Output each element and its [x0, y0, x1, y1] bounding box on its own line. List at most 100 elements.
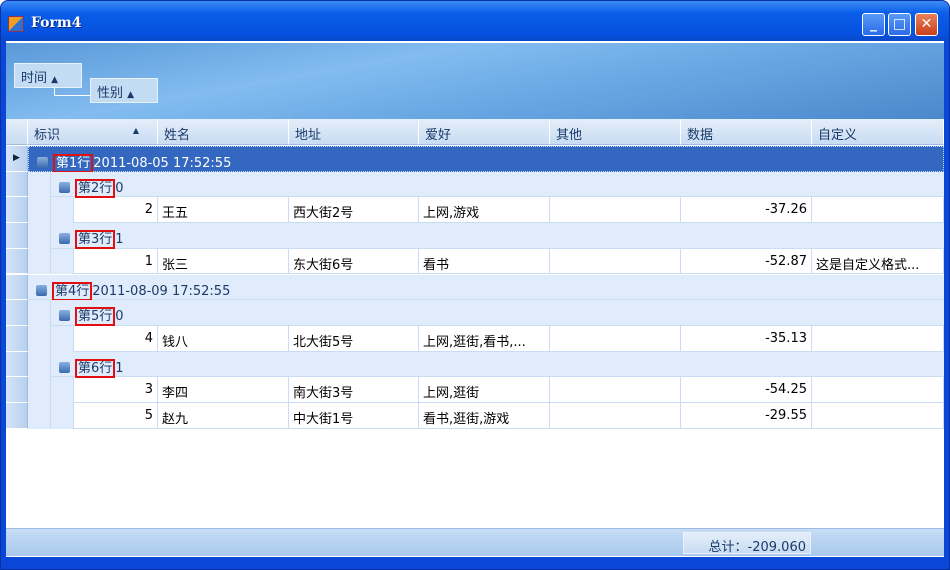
group-row[interactable]: 第2行 0	[6, 171, 944, 198]
group-row[interactable]: ▶ 第1行 2011-08-05 17:52:55	[6, 146, 944, 173]
row-indicator[interactable]	[6, 197, 28, 224]
table-cell[interactable]: 5	[74, 403, 158, 429]
group-tag: 第5行	[75, 307, 116, 327]
title-bar[interactable]: Form4 _ □ ✕	[1, 1, 949, 41]
table-cell[interactable]: -35.13	[681, 325, 812, 352]
group-row[interactable]: 第6行 1	[6, 351, 944, 378]
table-cell[interactable]: 4	[74, 325, 158, 352]
group-row-content[interactable]: 第3行 1	[51, 223, 944, 250]
row-indicator[interactable]	[6, 377, 28, 403]
table-row[interactable]: 4 钱八 北大街5号 上网,逛街,看书,... -35.13	[6, 325, 944, 352]
app-icon	[8, 16, 24, 32]
table-cell[interactable]: -37.26	[681, 197, 812, 224]
collapse-icon[interactable]	[59, 233, 70, 245]
table-cell[interactable]: 这是自定义格式...	[812, 248, 944, 275]
table-cell[interactable]: 上网,逛街,看书,...	[419, 325, 550, 352]
table-cell[interactable]	[812, 197, 944, 224]
table-cell[interactable]: 东大街6号	[289, 248, 419, 275]
table-cell[interactable]: 1	[74, 248, 158, 275]
indent	[28, 223, 51, 249]
group-value: 2011-08-05 17:52:55	[93, 156, 232, 171]
indent	[51, 377, 74, 403]
row-indicator[interactable]	[6, 223, 28, 249]
table-cell[interactable]: 南大街3号	[289, 377, 419, 403]
collapse-icon[interactable]	[37, 157, 48, 168]
close-button[interactable]: ✕	[915, 13, 938, 36]
collapse-icon[interactable]	[59, 361, 70, 373]
table-row[interactable]: 1 张三 东大街6号 看书 -52.87 这是自定义格式...	[6, 248, 944, 275]
maximize-button[interactable]: □	[888, 13, 911, 36]
table-cell[interactable]: 钱八	[158, 325, 289, 352]
table-cell[interactable]	[812, 325, 944, 352]
collapse-icon[interactable]	[59, 310, 70, 322]
group-value: 1	[115, 360, 124, 376]
table-cell[interactable]	[550, 197, 681, 224]
row-indicator[interactable]	[6, 403, 28, 429]
group-row[interactable]: 第4行 2011-08-09 17:52:55	[6, 274, 944, 301]
minimize-button[interactable]: _	[862, 13, 885, 36]
collapse-icon[interactable]	[59, 181, 70, 193]
row-indicator[interactable]	[6, 325, 28, 352]
table-row[interactable]: 5 赵九 中大街1号 看书,逛街,游戏 -29.55	[6, 403, 944, 429]
row-indicator[interactable]	[6, 351, 28, 378]
group-row-content[interactable]: 第2行 0	[51, 171, 944, 198]
table-cell[interactable]	[812, 403, 944, 429]
chip-label: 时间	[21, 71, 48, 86]
group-chip-time[interactable]: 时间 ▲	[14, 63, 82, 88]
column-header-label: 数据	[687, 128, 714, 143]
table-cell[interactable]: 王五	[158, 197, 289, 224]
table-row[interactable]: 3 李四 南大街3号 上网,逛街 -54.25	[6, 377, 944, 403]
table-cell[interactable]: 西大街2号	[289, 197, 419, 224]
collapse-icon[interactable]	[36, 284, 47, 296]
table-cell[interactable]: 北大街5号	[289, 325, 419, 352]
column-header[interactable]: 姓名	[158, 119, 289, 145]
table-cell[interactable]: 看书,逛街,游戏	[419, 403, 550, 429]
table-cell[interactable]	[550, 377, 681, 403]
group-by-panel: 时间 ▲ 性别 ▲	[6, 43, 944, 119]
table-cell[interactable]: 看书	[419, 248, 550, 275]
column-header-label: 爱好	[425, 128, 452, 143]
table-cell[interactable]: -29.55	[681, 403, 812, 429]
indent	[51, 325, 74, 352]
row-indicator[interactable]	[6, 171, 28, 198]
group-chip-gender[interactable]: 性别 ▲	[90, 78, 158, 103]
table-cell[interactable]	[550, 248, 681, 275]
table-cell[interactable]: 李四	[158, 377, 289, 403]
group-row-content[interactable]: 第1行 2011-08-05 17:52:55	[28, 146, 944, 173]
row-indicator[interactable]: ▶	[6, 146, 28, 172]
column-header[interactable]: 地址	[289, 119, 419, 145]
column-header[interactable]: 标识 ▲	[28, 119, 158, 145]
row-indicator[interactable]	[6, 248, 28, 275]
group-row-content[interactable]: 第5行 0	[51, 300, 944, 327]
table-row[interactable]: 2 王五 西大街2号 上网,游戏 -37.26	[6, 197, 944, 224]
group-row[interactable]: 第5行 0	[6, 300, 944, 327]
table-cell[interactable]: 张三	[158, 248, 289, 275]
group-row-content[interactable]: 第6行 1	[51, 351, 944, 378]
group-row-content[interactable]: 第4行 2011-08-09 17:52:55	[28, 274, 944, 301]
table-cell[interactable]: 中大街1号	[289, 403, 419, 429]
table-cell[interactable]	[550, 403, 681, 429]
table-cell[interactable]	[812, 377, 944, 403]
total-summary: 总计：-209.060	[683, 532, 811, 555]
group-value: 2011-08-09 17:52:55	[92, 283, 231, 299]
table-cell[interactable]: 3	[74, 377, 158, 403]
group-tag: 第4行	[52, 281, 93, 301]
group-row[interactable]: 第3行 1	[6, 223, 944, 250]
column-header[interactable]: 自定义	[812, 119, 944, 145]
column-header[interactable]: 数据	[681, 119, 812, 145]
indent	[28, 248, 51, 275]
table-cell[interactable]: 上网,游戏	[419, 197, 550, 224]
column-header[interactable]: 爱好	[419, 119, 550, 145]
current-row-icon: ▶	[13, 153, 20, 163]
row-indicator[interactable]	[6, 300, 28, 326]
row-indicator[interactable]	[6, 274, 28, 301]
table-cell[interactable]	[550, 325, 681, 352]
table-cell[interactable]: 上网,逛街	[419, 377, 550, 403]
group-tag: 第3行	[75, 230, 116, 250]
table-cell[interactable]: 2	[74, 197, 158, 224]
table-cell[interactable]: -52.87	[681, 248, 812, 275]
table-cell[interactable]: 赵九	[158, 403, 289, 429]
indent	[28, 197, 51, 224]
table-cell[interactable]: -54.25	[681, 377, 812, 403]
column-header[interactable]: 其他	[550, 119, 681, 145]
